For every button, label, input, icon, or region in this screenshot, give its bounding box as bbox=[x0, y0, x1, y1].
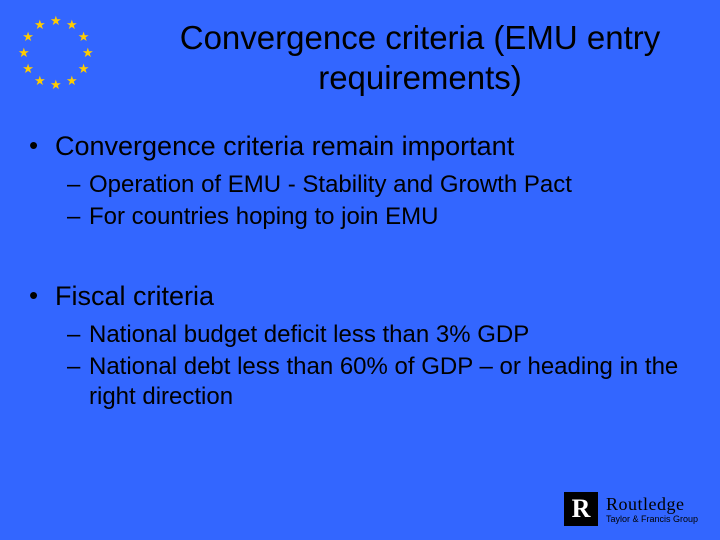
subbullet-text: Operation of EMU - Stability and Growth … bbox=[89, 170, 572, 200]
publisher-name: Routledge bbox=[606, 495, 698, 513]
subbullet-deficit: – National budget deficit less than 3% G… bbox=[67, 320, 695, 350]
subbullet-operation: – Operation of EMU - Stability and Growt… bbox=[67, 170, 695, 200]
bullet-dot-icon: • bbox=[25, 130, 55, 161]
bullet-text: Fiscal criteria bbox=[55, 280, 214, 314]
bullet-fiscal: • Fiscal criteria bbox=[25, 280, 695, 314]
subbullet-text: National budget deficit less than 3% GDP bbox=[89, 320, 529, 350]
star-icon: ★ bbox=[78, 62, 90, 75]
routledge-r-icon: R bbox=[564, 492, 598, 526]
star-icon: ★ bbox=[22, 30, 34, 43]
bullet-dot-icon: • bbox=[25, 280, 55, 311]
dash-icon: – bbox=[67, 202, 89, 232]
spacer bbox=[25, 234, 695, 280]
publisher-text: Routledge Taylor & Francis Group bbox=[606, 495, 698, 524]
subbullet-countries: – For countries hoping to join EMU bbox=[67, 202, 695, 232]
eu-flag-icon: ★★★★★★★★★★★★ bbox=[8, 8, 108, 98]
bullet-text: Convergence criteria remain important bbox=[55, 130, 514, 164]
star-icon: ★ bbox=[18, 46, 30, 59]
publisher-sub: Taylor & Francis Group bbox=[606, 515, 698, 524]
subbullet-text: For countries hoping to join EMU bbox=[89, 202, 439, 232]
dash-icon: – bbox=[67, 352, 89, 382]
star-icon: ★ bbox=[50, 14, 62, 27]
star-icon: ★ bbox=[66, 18, 78, 31]
dash-icon: – bbox=[67, 170, 89, 200]
star-icon: ★ bbox=[22, 62, 34, 75]
dash-icon: – bbox=[67, 320, 89, 350]
slide-content: • Convergence criteria remain important … bbox=[25, 130, 695, 414]
bullet-convergence: • Convergence criteria remain important bbox=[25, 130, 695, 164]
slide-title: Convergence criteria (EMU entry requirem… bbox=[155, 18, 685, 97]
star-icon: ★ bbox=[50, 78, 62, 91]
star-icon: ★ bbox=[34, 74, 46, 87]
star-icon: ★ bbox=[66, 74, 78, 87]
star-icon: ★ bbox=[82, 46, 94, 59]
subbullet-debt: – National debt less than 60% of GDP – o… bbox=[67, 352, 695, 412]
star-icon: ★ bbox=[34, 18, 46, 31]
publisher-logo: R Routledge Taylor & Francis Group bbox=[564, 492, 698, 526]
subbullet-text: National debt less than 60% of GDP – or … bbox=[89, 352, 695, 412]
star-icon: ★ bbox=[78, 30, 90, 43]
